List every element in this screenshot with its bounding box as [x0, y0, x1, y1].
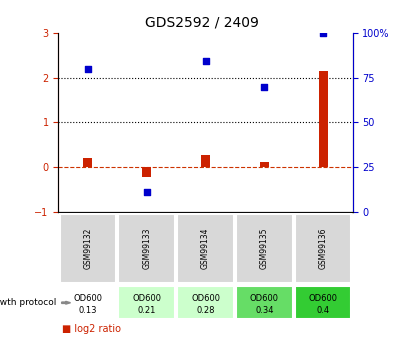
Bar	[142, 167, 151, 177]
Bar	[295, 214, 351, 283]
Bar	[319, 71, 328, 167]
Text: OD600: OD600	[250, 294, 279, 303]
Bar	[201, 155, 210, 167]
Text: GDS2592 / 2409: GDS2592 / 2409	[145, 16, 258, 30]
Text: 0.28: 0.28	[196, 306, 215, 315]
Bar	[260, 162, 269, 167]
Bar	[83, 158, 92, 167]
Text: growth protocol: growth protocol	[0, 298, 56, 307]
Point	[320, 30, 326, 36]
Text: GSM99134: GSM99134	[201, 228, 210, 269]
Bar	[236, 286, 293, 319]
Point	[143, 189, 150, 195]
Text: GSM99133: GSM99133	[142, 228, 151, 269]
Text: OD600: OD600	[309, 294, 338, 303]
Text: 0.13: 0.13	[79, 306, 97, 315]
Text: ■ log2 ratio: ■ log2 ratio	[62, 324, 121, 334]
Bar	[60, 214, 116, 283]
Text: 0.4: 0.4	[317, 306, 330, 315]
Text: GSM99135: GSM99135	[260, 228, 269, 269]
Bar	[118, 286, 175, 319]
Bar	[60, 286, 116, 319]
Bar	[177, 286, 234, 319]
Text: 0.21: 0.21	[137, 306, 156, 315]
Text: OD600: OD600	[132, 294, 161, 303]
Bar	[295, 286, 351, 319]
Text: GSM99132: GSM99132	[83, 228, 92, 269]
Point	[85, 66, 91, 71]
Text: OD600: OD600	[73, 294, 102, 303]
Point	[202, 58, 209, 63]
Bar	[177, 214, 234, 283]
Text: OD600: OD600	[191, 294, 220, 303]
Text: GSM99136: GSM99136	[319, 228, 328, 269]
Bar	[118, 214, 175, 283]
Bar	[236, 214, 293, 283]
Point	[261, 85, 268, 90]
Text: 0.34: 0.34	[255, 306, 274, 315]
